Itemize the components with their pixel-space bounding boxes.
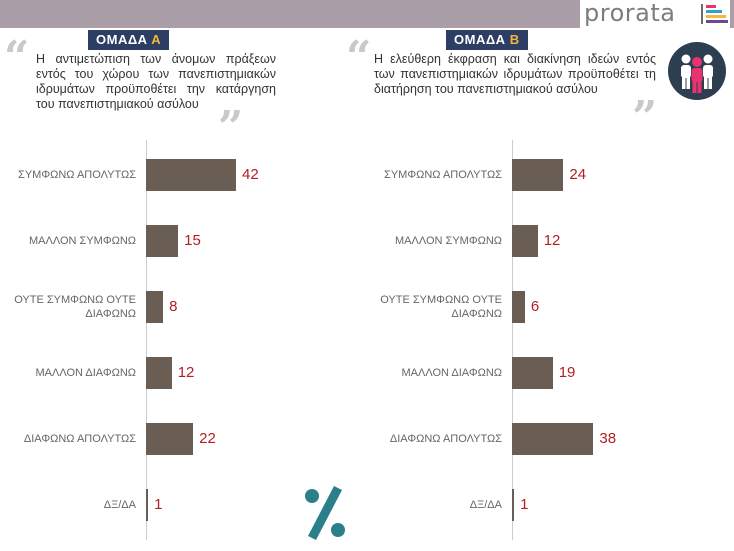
bar: [512, 423, 594, 455]
bar: [146, 225, 179, 257]
logo-bars-icon: [706, 5, 728, 23]
bar: [512, 489, 515, 521]
open-quote-icon: “: [4, 32, 30, 83]
bar: [512, 159, 564, 191]
group-a-label-prefix: ΟΜΑΔΑ: [96, 32, 152, 47]
open-quote-icon: “: [346, 32, 372, 83]
category-label: ΔΙΑΦΩΝΩ ΑΠΟΛΥΤΩΣ: [389, 433, 502, 445]
group-b-label: ΟΜΑΔΑ Β: [446, 30, 528, 50]
bar-value-label: 1: [520, 496, 529, 513]
category-label: ΜΑΛΛΟΝ ΔΙΑΦΩΝΩ: [401, 367, 502, 379]
group-b-label-prefix: ΟΜΑΔΑ: [454, 32, 510, 47]
percent-icon: %: [300, 482, 350, 544]
category-label: ΔΞ/ΔΑ: [469, 499, 502, 511]
bar: [512, 225, 538, 257]
logo-bar-3: [706, 15, 726, 18]
bar-value-label: 1: [154, 496, 163, 513]
category-label: ΜΑΛΛΟΝ ΣΥΜΦΩΝΩ: [395, 235, 502, 247]
category-label: ΜΑΛΛΟΝ ΣΥΜΦΩΝΩ: [29, 235, 136, 247]
chart-axis: [146, 140, 147, 540]
logo-bar-2: [706, 10, 722, 13]
people-icon: [668, 42, 726, 100]
category-label: ΣΥΜΦΩΝΩ ΑΠΟΛΥΤΩΣ: [384, 169, 502, 181]
bar-value-label: 22: [199, 430, 216, 447]
bar-value-label: 42: [242, 166, 259, 183]
bar-value-label: 24: [569, 166, 587, 183]
logo-bar-1: [706, 5, 716, 8]
chart-group-b: ΣΥΜΦΩΝΩ ΑΠΟΛΥΤΩΣ 24 ΜΑΛΛΟΝ ΣΥΜΦΩΝΩ 12 ΟΥΤΕ Σ…: [366, 140, 666, 545]
category-label: ΣΥΜΦΩΝΩ ΑΠΟΛΥΤΩΣ: [18, 169, 136, 181]
bar: [512, 291, 525, 323]
category-label: ΔΙΑΦΩΝΩ ΑΠΟΛΥΤΩΣ: [23, 433, 136, 445]
group-b-statement: Η ελεύθερη έκφραση και διακίνηση ιδεών ε…: [374, 52, 656, 96]
group-a-label: ΟΜΑΔΑ Α: [88, 30, 170, 50]
category-label: ΔΞ/ΔΑ: [103, 499, 136, 511]
bar-value-label: 8: [169, 298, 178, 315]
bar-value-label: 12: [543, 232, 561, 249]
bar: [512, 357, 553, 389]
logo-separator: [701, 4, 703, 24]
chart-group-a: ΣΥΜΦΩΝΩ ΑΠΟΛΥΤΩΣ 42 ΜΑΛΛΟΝ ΣΥΜΦΩΝΩ 15 ΟΥΤΕ Σ…: [0, 140, 300, 545]
brand-logo: prorata: [580, 0, 730, 28]
bar: [146, 489, 149, 521]
group-b-label-letter: Β: [509, 32, 520, 47]
bar-value-label: 12: [177, 364, 195, 381]
group-a-label-letter: Α: [151, 32, 162, 47]
category-label: ΜΑΛΛΟΝ ΔΙΑΦΩΝΩ: [35, 367, 136, 379]
bar-value-label: 38: [599, 430, 617, 447]
brand-name: prorata: [584, 0, 676, 27]
bar-value-label: 6: [530, 298, 540, 315]
bar: [146, 357, 172, 389]
close-quote-icon: ”: [632, 92, 658, 143]
bar-value-label: 15: [184, 232, 201, 249]
bar-value-label: 19: [558, 364, 576, 381]
bar: [146, 423, 194, 455]
bar: [146, 159, 236, 191]
close-quote-icon: ”: [218, 102, 244, 153]
chart-axis: [512, 140, 513, 540]
bar: [146, 291, 164, 323]
logo-bar-4: [706, 20, 728, 23]
category-label: ΟΥΤΕ ΣΥΜΦΩΝΩ ΟΥΤΕ ΔΙΑΦΩΝΩ: [14, 294, 136, 320]
category-label: ΟΥΤΕ ΣΥΜΦΩΝΩ ΟΥΤΕ ΔΙΑΦΩΝΩ: [380, 294, 502, 320]
group-a-statement: Η αντιμετώπιση των άνομων πράξεων εντός …: [36, 52, 276, 111]
